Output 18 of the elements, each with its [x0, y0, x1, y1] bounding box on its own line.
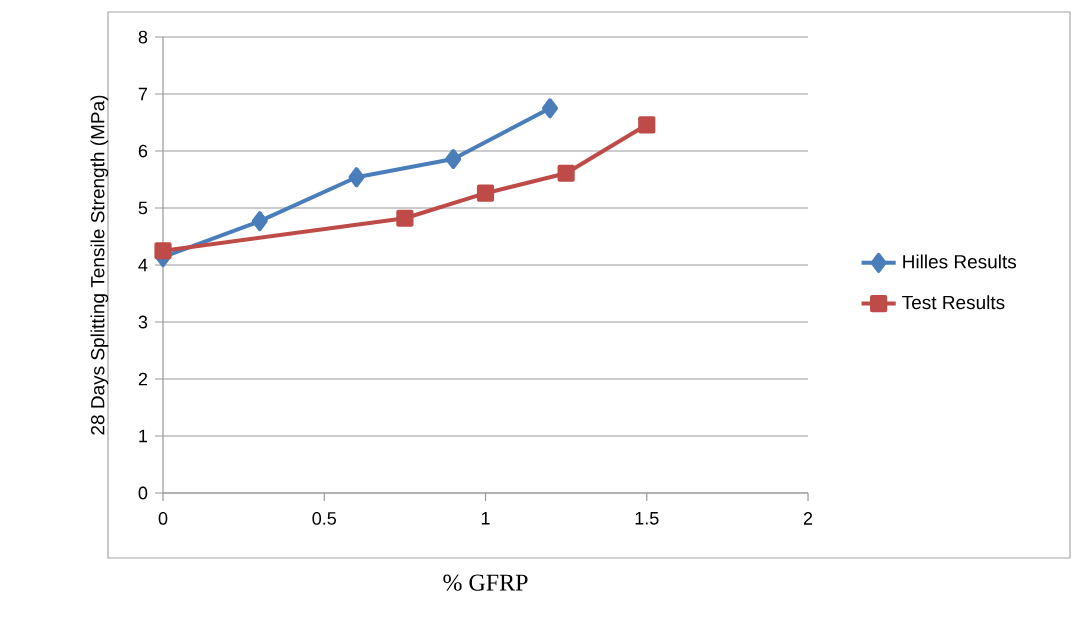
y-tick-label: 5 — [138, 201, 148, 215]
legend-label: Hilles Results — [903, 254, 1017, 269]
y-tick-label: 1 — [139, 429, 148, 443]
y-tick-label: 8 — [138, 30, 148, 44]
legend-label: Test Results — [902, 295, 1005, 310]
x-tick-label: 0.5 — [312, 512, 337, 525]
x-tick-label: 1 — [481, 512, 490, 525]
x-axis-title: % GFRP — [443, 574, 528, 591]
y-tick-label: 0 — [138, 486, 148, 500]
y-tick-label: 3 — [138, 315, 148, 329]
x-tick-label: 2 — [803, 512, 813, 525]
y-tick-label: 6 — [138, 144, 148, 158]
x-tick-label: 0 — [158, 512, 168, 525]
y-tick-label: 2 — [138, 372, 148, 386]
y-tick-label: 7 — [138, 87, 148, 101]
y-axis-title: 28 Days Splitting Tensile Strength (MPa) — [90, 95, 109, 435]
x-tick-label: 1.5 — [635, 512, 659, 525]
y-tick-label: 4 — [138, 258, 148, 272]
